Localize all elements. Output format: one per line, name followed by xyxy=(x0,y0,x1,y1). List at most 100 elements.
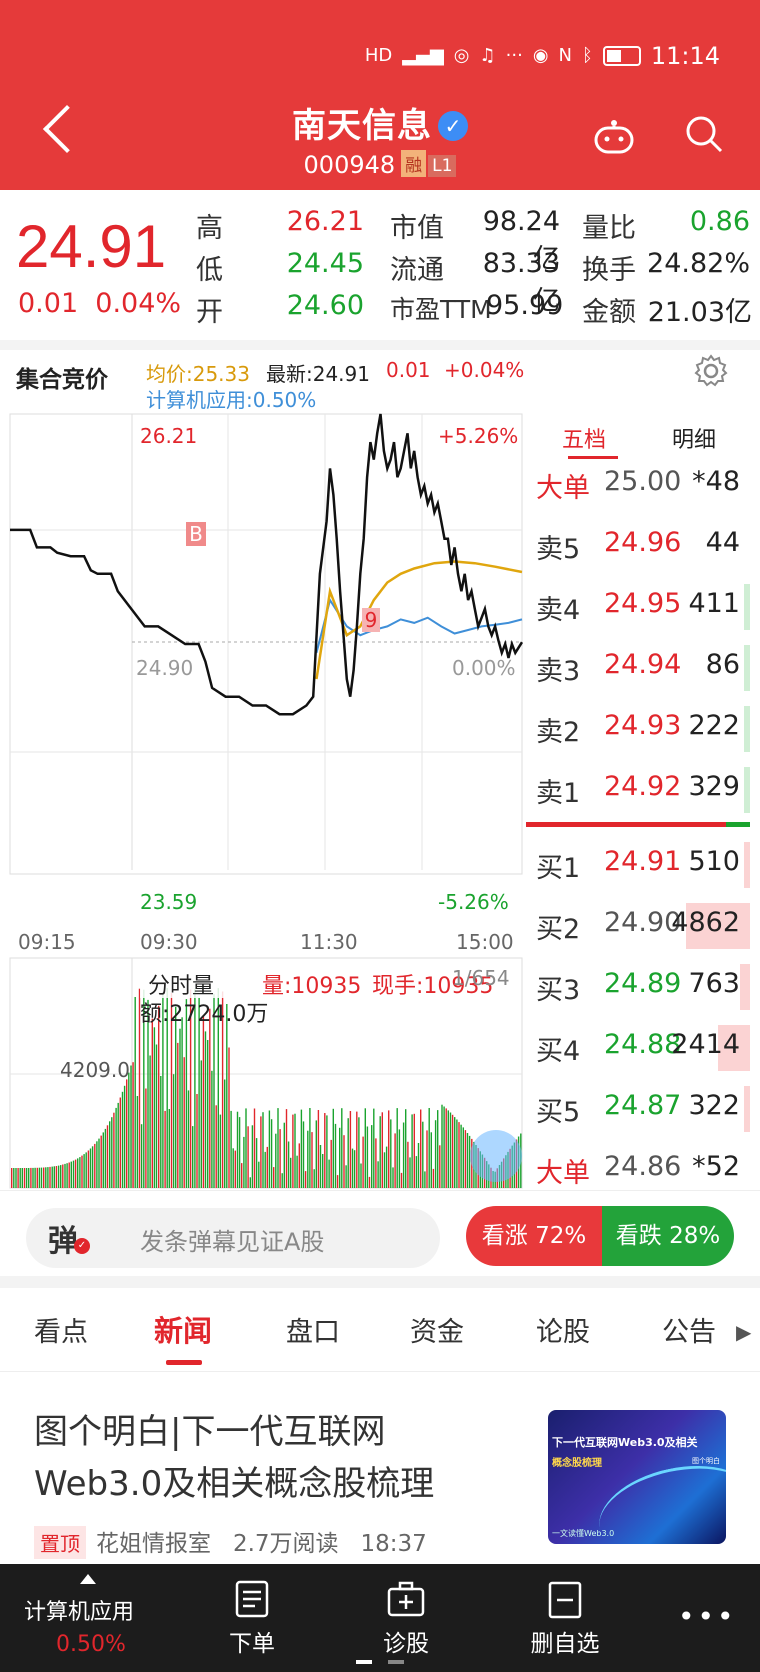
volume-bar xyxy=(83,1154,85,1188)
order-book-split-bar xyxy=(526,822,750,827)
order-level-name: 大单 xyxy=(536,473,590,504)
order-book-ask-row[interactable]: 卖4 24.95 411 xyxy=(528,574,750,634)
volume-bar xyxy=(87,1150,90,1188)
tab-news[interactable]: 新闻 xyxy=(154,1314,213,1348)
volume-bar xyxy=(375,1138,377,1188)
volume-bar xyxy=(273,1167,275,1188)
order-book-ask-row[interactable]: 卖5 24.96 44 xyxy=(528,513,750,573)
quote-panel: 24.91 0.01 0.04% 高 26.21 低 24.45 开 24.60… xyxy=(0,190,760,340)
volume-bar xyxy=(126,1079,128,1188)
tab-capital[interactable]: 资金 xyxy=(410,1317,464,1348)
bluetooth-icon: ᛒ xyxy=(582,45,593,66)
tab-underline xyxy=(568,456,618,459)
volume-bar xyxy=(309,1108,311,1188)
order-button[interactable]: 下单 xyxy=(216,1580,288,1658)
current-price: 24.91 xyxy=(16,213,167,280)
volume-bar xyxy=(217,988,219,1188)
volume-bar xyxy=(253,1108,256,1188)
volume-bar xyxy=(168,1109,170,1188)
expand-up-icon[interactable] xyxy=(80,1574,96,1584)
change-percent: 0.04% xyxy=(95,288,182,319)
volume-bar xyxy=(279,1129,281,1188)
remove-favorite-button[interactable]: 删自选 xyxy=(520,1580,610,1658)
volume-bar xyxy=(64,1163,66,1188)
stock-code-line: 000948 融 L1 xyxy=(0,150,760,179)
buy-marker-b[interactable]: B xyxy=(186,522,206,546)
order-book-bid-row[interactable]: 买3 24.89 763 xyxy=(528,954,750,1014)
volume-bar xyxy=(362,1136,364,1188)
volume-bar xyxy=(379,1116,381,1188)
order-level-volume: *52 xyxy=(692,1151,740,1182)
volume-type-selector[interactable]: 分时量 xyxy=(148,974,215,999)
order-book-ask-row[interactable]: 大单 25.00 *48 xyxy=(528,452,750,512)
tab-highlights[interactable]: 看点 xyxy=(34,1317,88,1348)
danmu-input[interactable] xyxy=(26,1208,440,1268)
order-level-price: 24.86 xyxy=(604,1151,682,1182)
volume-bar xyxy=(411,1114,413,1188)
auction-mode-label[interactable]: 集合竞价 xyxy=(16,367,108,393)
volume-bar xyxy=(219,1114,222,1188)
intraday-chart[interactable] xyxy=(0,410,528,1190)
volume-bar xyxy=(247,1126,249,1188)
expand-chart-icon[interactable] xyxy=(470,1130,522,1182)
tab-announcements[interactable]: 公告 xyxy=(662,1317,716,1348)
tabs-more-icon[interactable]: ▶ xyxy=(736,1320,752,1344)
time-label-1130: 11:30 xyxy=(300,930,358,954)
latest-change-pct-label: +0.04% xyxy=(444,358,525,382)
order-book-bid-row[interactable]: 买2 24.90 4862 xyxy=(528,893,750,953)
volume-bar xyxy=(66,1163,68,1188)
bearish-vote-button[interactable]: 看跌 28% xyxy=(602,1206,734,1266)
volume-bar xyxy=(19,1168,21,1188)
order-book-bid-row[interactable]: 大单 24.86 *52 xyxy=(528,1137,750,1197)
order-book-bid-row[interactable]: 买4 24.88 2414 xyxy=(528,1015,750,1075)
header-bar: HD ▂▄▆ ◎ ♫ ··· ◉ N ᛒ 11:14 南天信息 ✓ 000948 融… xyxy=(0,0,760,190)
tab-five-levels[interactable]: 五档 xyxy=(562,428,607,453)
tab-details[interactable]: 明细 xyxy=(672,428,717,453)
robot-assistant-icon[interactable] xyxy=(592,118,636,154)
hd-icon: HD xyxy=(364,45,393,66)
news-reads: 2.7万阅读 xyxy=(232,1531,339,1557)
sector-name-button[interactable]: 计算机应用 xyxy=(24,1600,135,1625)
signal-marker-9[interactable]: 9 xyxy=(362,608,380,632)
order-book-bid-row[interactable]: 买5 24.87 322 xyxy=(528,1076,750,1136)
diagnose-button[interactable]: 诊股 xyxy=(370,1580,442,1658)
order-book-ask-row[interactable]: 卖2 24.93 222 xyxy=(528,696,750,756)
volume-bar xyxy=(79,1157,81,1188)
order-level-volume: 411 xyxy=(688,588,740,619)
news-thumbnail[interactable]: 下一代互联网Web3.0及相关 概念股梳理 图个明白 一文读懂Web3.0 xyxy=(548,1410,726,1544)
volume-now: 现手:10935 xyxy=(372,974,494,999)
volume-bar xyxy=(202,1015,205,1188)
news-title[interactable]: 图个明白|下一代互联网Web3.0及相关概念股梳理 xyxy=(34,1412,435,1504)
settings-gear-icon[interactable] xyxy=(694,354,728,388)
latest-price-label: 最新:24.91 xyxy=(266,362,370,386)
search-icon[interactable] xyxy=(684,114,724,154)
volume-bar xyxy=(38,1167,41,1188)
order-book-bid-row[interactable]: 买1 24.91 510 xyxy=(528,832,750,892)
order-book-ask-row[interactable]: 卖1 24.92 329 xyxy=(528,757,750,817)
volume-bar xyxy=(192,1126,194,1188)
volume-bar xyxy=(104,1128,107,1188)
volume-bar xyxy=(74,1159,77,1188)
volume-bar xyxy=(394,1133,396,1188)
tab-discussion[interactable]: 论股 xyxy=(536,1317,590,1348)
volume-bar xyxy=(132,1062,134,1188)
volume-bar xyxy=(358,1117,360,1188)
volume-bar xyxy=(224,1079,226,1188)
volume-bar xyxy=(251,1125,254,1188)
volume-bar xyxy=(315,1120,317,1188)
volume-bar xyxy=(230,1110,232,1188)
order-book-ask-row[interactable]: 卖3 24.94 86 xyxy=(528,635,750,695)
tab-active-underline xyxy=(166,1360,202,1365)
amount-label: 金额 xyxy=(582,297,636,328)
bullish-vote-button[interactable]: 看涨 72% xyxy=(466,1206,602,1266)
tab-handicap[interactable]: 盘口 xyxy=(286,1317,340,1348)
volume-bar xyxy=(115,1107,117,1188)
depth-bar xyxy=(740,964,750,1010)
volume-right-label: 1/654 xyxy=(452,966,510,990)
volume-bar xyxy=(324,1113,326,1188)
volume-bar xyxy=(53,1166,55,1188)
more-options-icon[interactable]: ••• xyxy=(678,1600,737,1633)
battery-icon xyxy=(602,46,641,66)
volume-bar xyxy=(443,1106,445,1188)
volume-bar xyxy=(262,1112,264,1188)
